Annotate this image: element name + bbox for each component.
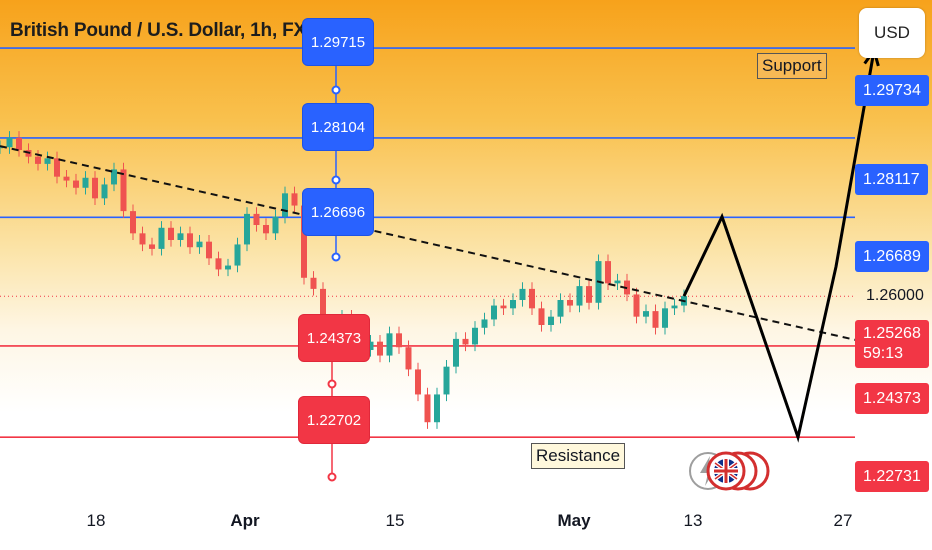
candle-body (310, 277, 317, 289)
candle-body (158, 227, 165, 249)
callout-value: 1.22702 (298, 396, 370, 444)
candle-body (386, 333, 393, 356)
x-tick-label: 15 (385, 511, 405, 530)
callout-value: 1.29715 (302, 18, 374, 66)
candle-body (576, 286, 583, 306)
candle-body (396, 333, 402, 348)
support-label: Support (757, 53, 827, 79)
candle-body (605, 261, 611, 284)
candle-body (73, 180, 79, 188)
candle-body (92, 177, 98, 199)
trendline (0, 145, 903, 352)
candle-body (462, 338, 469, 345)
candle-body (139, 233, 146, 245)
candle-body (652, 311, 659, 328)
callout-value: 1.26696 (302, 188, 374, 236)
candle-body (130, 211, 136, 234)
x-tick-label: 27 (833, 511, 853, 530)
measure-point (331, 252, 341, 262)
x-tick-label: May (557, 511, 591, 530)
candle-body (320, 288, 326, 323)
candle-body (206, 241, 212, 259)
candle-body (614, 280, 621, 284)
level-tag: 1.22731 (855, 461, 929, 492)
candle-body (120, 169, 127, 212)
candle-body (54, 158, 60, 177)
price-axis-label: 1.26000 (866, 287, 924, 304)
candle-body (510, 300, 516, 309)
candle-body (500, 305, 507, 309)
candle-body (529, 288, 535, 309)
candle-body (424, 394, 431, 423)
candle-body (225, 265, 231, 270)
candle-body (405, 347, 412, 370)
candle-body (6, 137, 13, 148)
event-flags-icon[interactable] (688, 448, 778, 494)
candle-body (196, 241, 203, 248)
candle-body (415, 369, 421, 395)
candle-body (633, 294, 640, 317)
callout-value: 1.24373 (298, 314, 370, 362)
current-price-tag: 1.25268 59:13 (855, 320, 929, 368)
bar-countdown: 59:13 (863, 345, 904, 362)
candle-body (548, 316, 554, 325)
candle-body (567, 300, 573, 306)
measure-point (327, 472, 337, 482)
candle-body (367, 341, 374, 350)
candle-body (282, 193, 288, 217)
candle-body (519, 288, 526, 300)
candle-body (557, 300, 564, 317)
level-tag: 1.26689 (855, 241, 929, 272)
projection-path (682, 50, 876, 443)
level-tag: 1.29734 (855, 75, 929, 106)
candle-body (472, 327, 478, 345)
chart-title: British Pound / U.S. Dollar, 1h, FXCM (10, 20, 336, 41)
candle-body (244, 213, 250, 245)
callout-value: 1.28104 (302, 103, 374, 151)
candle-body (443, 366, 450, 395)
candle-body (16, 137, 22, 150)
candle-body (149, 244, 155, 249)
candle-body (0, 147, 3, 149)
candle-body (111, 169, 117, 185)
candle-body (481, 319, 488, 328)
x-tick-label: 13 (683, 511, 703, 530)
candle-body (177, 233, 184, 240)
x-tick-label: 18 (86, 511, 106, 530)
candle-body (643, 311, 649, 317)
candle-body (82, 177, 89, 188)
candle-body (301, 205, 307, 278)
candle-body (44, 158, 51, 164)
candle-body (35, 156, 41, 164)
candle-body (291, 193, 298, 206)
candle-body (101, 184, 108, 199)
candle-body (491, 305, 497, 320)
candle-body (671, 305, 678, 309)
measure-point (331, 175, 341, 185)
candle-body (377, 341, 383, 356)
level-tag: 1.24373 (855, 383, 929, 414)
level-tag: 1.28117 (855, 164, 928, 195)
candle-body (662, 308, 668, 328)
candle-body (586, 286, 592, 303)
measure-point (327, 379, 337, 389)
current-price: 1.25268 (863, 325, 921, 342)
candle-body (272, 216, 279, 234)
candle-body (234, 244, 241, 266)
candle-body (187, 233, 193, 248)
candle-body (434, 394, 440, 423)
currency-button[interactable]: USD (859, 8, 925, 58)
candle-body (538, 308, 545, 325)
resistance-label: Resistance (531, 443, 626, 469)
candle-body (168, 227, 174, 240)
candle-body (453, 338, 459, 367)
candle-body (63, 176, 70, 181)
candle-body (215, 258, 222, 270)
candle-body (253, 213, 260, 225)
x-tick-label: Apr (230, 511, 260, 530)
candle-body (263, 225, 269, 234)
measure-point (331, 85, 341, 95)
